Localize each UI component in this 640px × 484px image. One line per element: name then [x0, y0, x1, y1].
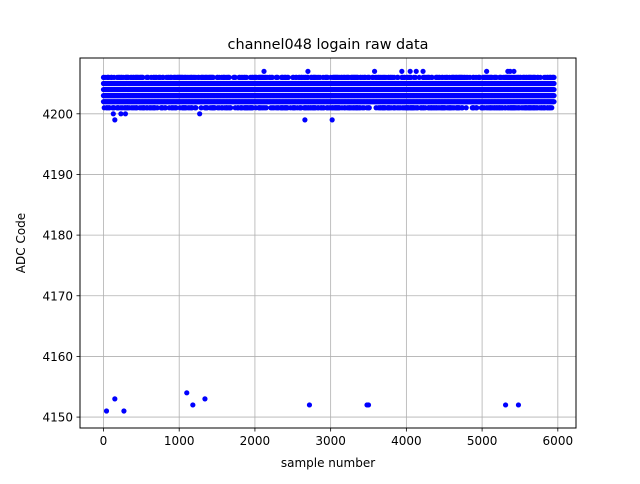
data-point [118, 111, 124, 117]
data-point [154, 105, 160, 111]
data-point [429, 74, 435, 81]
chart-title: channel048 logain raw data [228, 37, 429, 53]
data-point [226, 74, 232, 81]
data-point [285, 74, 291, 81]
y-tick-label: 4160 [42, 350, 73, 364]
y-tick-label: 4170 [42, 289, 73, 303]
data-point [365, 402, 372, 408]
data-point [193, 105, 199, 111]
data-point [463, 105, 469, 111]
data-point [420, 68, 426, 74]
data-point [232, 74, 238, 81]
y-tick-label: 4190 [42, 168, 73, 182]
y-tick-label: 4200 [42, 107, 73, 121]
data-point [515, 402, 522, 408]
data-point [551, 80, 557, 87]
data-point [103, 408, 110, 414]
data-point [198, 105, 204, 111]
x-axis-label: sample number [281, 456, 375, 470]
data-point [228, 105, 234, 111]
x-tick-label: 2000 [240, 434, 271, 448]
y-tick-label: 4150 [42, 411, 73, 425]
data-point [305, 68, 311, 74]
data-point [549, 105, 555, 111]
data-point [412, 74, 419, 81]
data-point [202, 396, 208, 402]
data-point [210, 74, 216, 81]
data-point [407, 68, 413, 74]
data-point [112, 396, 118, 402]
data-point [162, 105, 169, 111]
data-points [100, 68, 557, 414]
data-point [371, 68, 378, 74]
data-point [275, 74, 281, 81]
data-point [505, 68, 511, 74]
data-point [140, 74, 146, 81]
data-point [551, 86, 557, 93]
data-point [121, 408, 127, 414]
data-point [484, 68, 490, 74]
data-point [416, 74, 422, 81]
x-tick-label: 5000 [467, 434, 498, 448]
plot-frame [79, 57, 577, 429]
data-point [511, 68, 517, 74]
data-point [537, 74, 544, 81]
x-tick-label: 6000 [543, 434, 574, 448]
data-point [366, 105, 372, 111]
data-point [395, 74, 401, 81]
data-point [122, 111, 129, 117]
data-point [502, 402, 509, 408]
data-point [474, 105, 480, 111]
data-point [112, 117, 118, 123]
x-tick-label: 3000 [315, 434, 346, 448]
x-tick-label: 1000 [164, 434, 195, 448]
data-point [244, 74, 250, 81]
axis-ticks: 0 1000 2000 3000 4000 5000 6000 4150 4160 4170 418… [42, 107, 573, 448]
data-point [197, 111, 203, 117]
data-point [190, 402, 196, 408]
data-point [413, 68, 419, 74]
data-point [459, 105, 466, 111]
data-point [269, 74, 275, 81]
data-point [110, 111, 116, 117]
data-point [184, 390, 190, 396]
data-point [261, 68, 267, 74]
data-point [551, 74, 557, 81]
data-point [551, 99, 557, 105]
data-point [263, 105, 269, 111]
y-tick-label: 4180 [42, 229, 73, 243]
y-axis-label: ADC Code [14, 213, 28, 273]
data-point [399, 68, 405, 74]
data-point [173, 105, 179, 111]
data-point [329, 117, 335, 123]
x-tick-label: 0 [100, 434, 108, 448]
data-point [306, 402, 313, 408]
x-tick-label: 4000 [391, 434, 422, 448]
grid [80, 58, 576, 428]
data-point [302, 117, 308, 123]
data-point [551, 93, 557, 99]
